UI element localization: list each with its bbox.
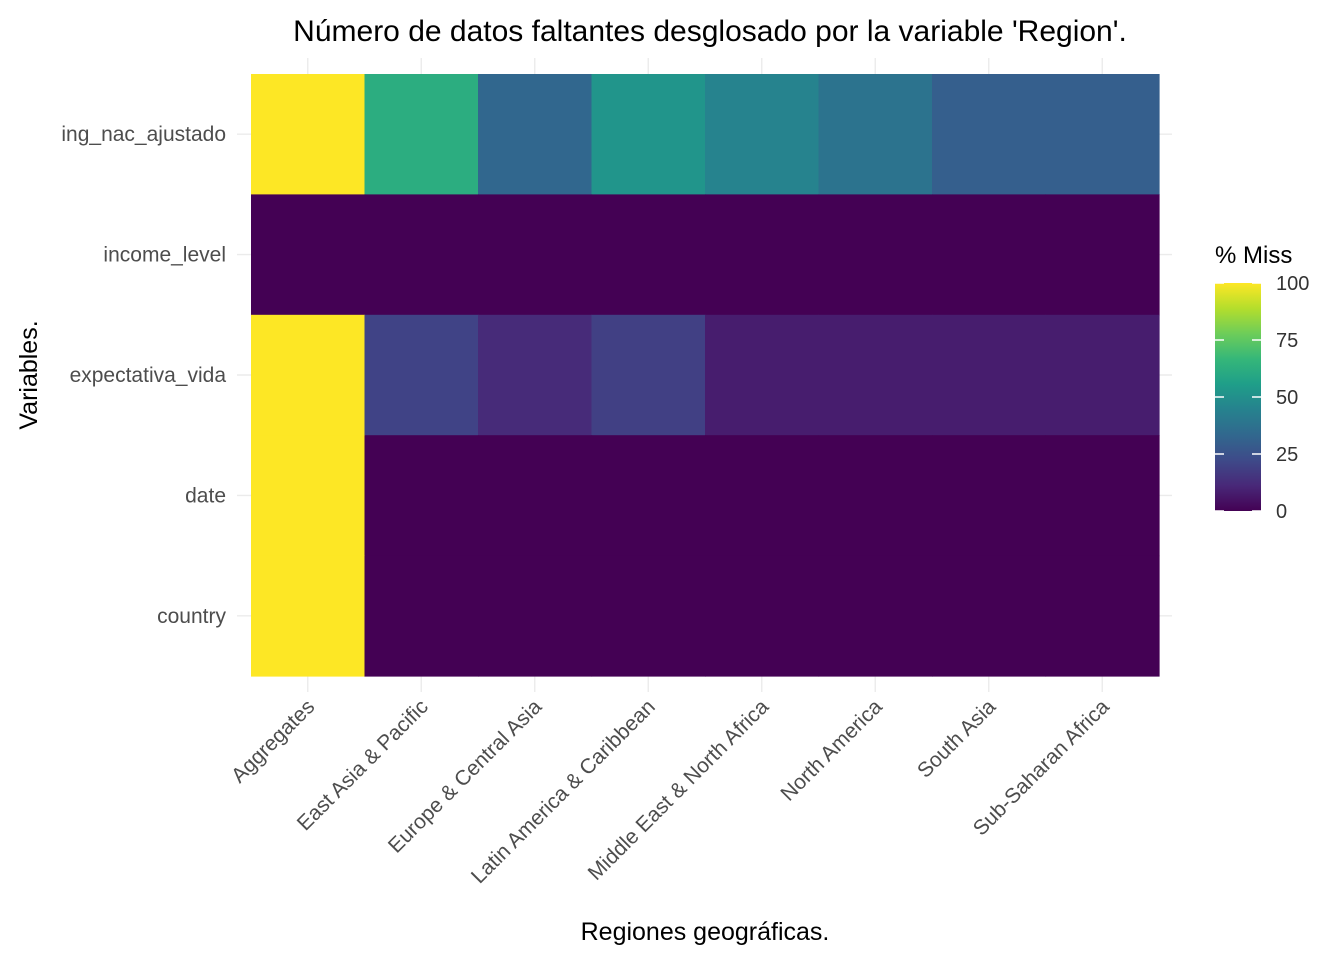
heatmap-cell <box>705 435 820 557</box>
heatmap-cell <box>591 74 706 195</box>
heatmap-cell <box>364 314 479 436</box>
heatmap-cell <box>932 555 1047 677</box>
heatmap-cell <box>705 314 820 436</box>
heatmap-cell <box>364 74 479 195</box>
heatmap-cell <box>251 555 366 677</box>
heatmap-cell <box>251 435 366 557</box>
heatmap-cell <box>478 194 593 316</box>
x-tick-label: Middle East & North Africa <box>584 695 774 885</box>
y-tick-labels: ing_nac_ajustado income_level expectativa_… <box>61 123 226 628</box>
x-tick-label: North America <box>776 695 887 806</box>
x-axis-title: Regiones geográficas. <box>581 918 830 946</box>
x-tick-label: South Asia <box>913 695 1000 782</box>
heatmap-cell <box>251 194 366 316</box>
heatmap-cell <box>818 435 933 557</box>
heatmap-cell <box>591 435 706 557</box>
color-legend: % Miss 0 25 50 75 100 <box>1215 242 1309 523</box>
heatmap-cell <box>1045 555 1160 677</box>
heatmap-cells <box>251 74 1160 677</box>
legend-title: % Miss <box>1215 242 1292 269</box>
chart-title: Número de datos faltantes desglosado por… <box>293 15 1127 48</box>
y-tick-label: date <box>185 484 226 507</box>
y-axis-title: Variables. <box>15 320 43 429</box>
heatmap-cell <box>591 314 706 436</box>
heatmap-cell <box>1045 314 1160 436</box>
y-tick-label: income_level <box>103 244 226 267</box>
legend-tick-label: 25 <box>1276 444 1298 466</box>
heatmap-cell <box>932 314 1047 436</box>
heatmap-cell <box>818 74 933 195</box>
heatmap-cell <box>818 555 933 677</box>
legend-ticks: 0 25 50 75 100 <box>1215 273 1309 523</box>
heatmap-cell <box>478 555 593 677</box>
heatmap-cell <box>818 194 933 316</box>
heatmap-cell <box>932 74 1047 195</box>
heatmap-cell <box>478 314 593 436</box>
heatmap-cell <box>364 194 479 316</box>
heatmap-cell <box>591 194 706 316</box>
heatmap-cell <box>705 555 820 677</box>
heatmap-cell <box>591 555 706 677</box>
y-tick-label: country <box>157 605 226 628</box>
y-tick-label: expectativa_vida <box>70 364 227 387</box>
legend-tick-label: 75 <box>1276 330 1298 352</box>
heatmap-cell <box>364 555 479 677</box>
heatmap-cell <box>478 435 593 557</box>
heatmap-cell <box>251 74 366 195</box>
heatmap-cell <box>364 435 479 557</box>
legend-tick-label: 0 <box>1276 501 1287 523</box>
heatmap-cell <box>1045 194 1160 316</box>
legend-tick-label: 50 <box>1276 387 1298 409</box>
x-tick-label: Aggregates <box>227 695 319 787</box>
y-tick-label: ing_nac_ajustado <box>61 123 226 146</box>
heatmap-cell <box>1045 74 1160 195</box>
heatmap-cell <box>478 74 593 195</box>
legend-tick-label: 100 <box>1276 273 1309 295</box>
x-tick-label: Latin America & Caribbean <box>467 695 660 888</box>
heatmap-cell <box>705 194 820 316</box>
heatmap-cell <box>932 194 1047 316</box>
heatmap-cell <box>251 314 366 436</box>
heatmap-cell <box>1045 435 1160 557</box>
heatmap-cell <box>932 435 1047 557</box>
heatmap-cell <box>818 314 933 436</box>
heatmap-cell <box>705 74 820 195</box>
